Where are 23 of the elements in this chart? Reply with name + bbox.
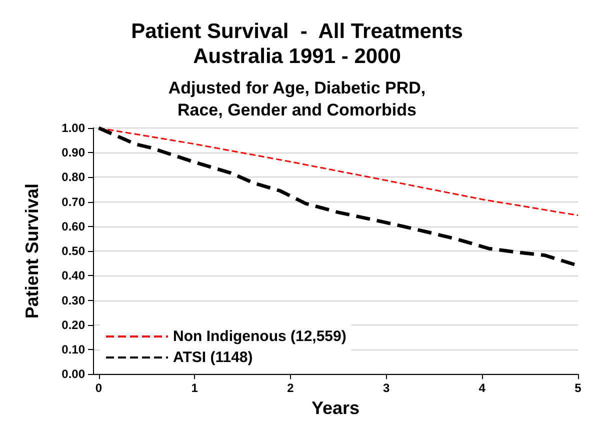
chart-subtitle: Adjusted for Age, Diabetic PRD, Race, Gender and Comorbids <box>168 78 426 120</box>
y-tick-label: 0.50 <box>62 244 86 258</box>
legend-label: ATSI (1148) <box>173 349 253 366</box>
y-tick-label: 0.70 <box>62 194 86 209</box>
y-tick-label: 0.10 <box>62 342 86 356</box>
x-tick-label: 1 <box>191 381 198 396</box>
y-tick-label: 0.20 <box>62 318 86 332</box>
y-axis-title: Patient Survival <box>22 184 42 319</box>
x-tick-label: 3 <box>382 381 390 396</box>
x-tick-label: 4 <box>478 381 486 396</box>
y-tick-label: 0.00 <box>62 367 86 382</box>
y-tick-label: 0.30 <box>62 293 86 308</box>
x-tick-label: 0 <box>95 381 102 396</box>
y-tick-label: 0.80 <box>62 170 86 184</box>
y-tick-label: 0.40 <box>62 268 86 283</box>
y-tick-label: 0.90 <box>62 146 86 160</box>
x-axis-title: Years <box>311 398 360 418</box>
x-tick-label: 2 <box>287 381 294 396</box>
y-tick-label: 1.00 <box>62 121 86 135</box>
y-tick-label: 0.60 <box>62 219 86 234</box>
x-tick-label: 5 <box>574 381 582 396</box>
legend-label: Non Indigenous (12,559) <box>173 328 346 345</box>
chart-title: Patient Survival - All Treatments Australia 1991 - 2000 <box>131 20 463 68</box>
